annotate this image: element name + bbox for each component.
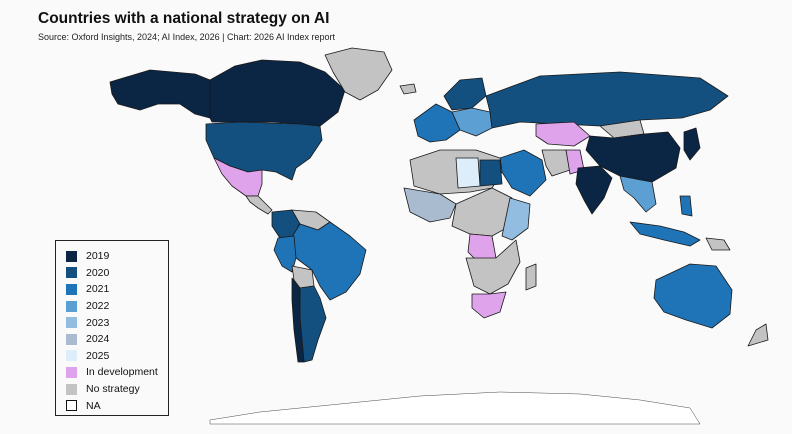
- legend-swatch-no-strategy: [66, 383, 77, 395]
- region-argentina: [299, 285, 327, 363]
- legend-item-in-development: In development: [66, 364, 168, 381]
- legend-item-2021: 2021: [66, 281, 168, 298]
- region-scandinavia: [443, 77, 487, 111]
- legend-swatch-2020: [66, 267, 77, 279]
- region-mexico: [213, 157, 263, 197]
- region-west-africa: [403, 187, 457, 223]
- region-central-america: [245, 195, 273, 215]
- region-southeast-asia: [619, 175, 657, 213]
- legend-label-2025: 2025: [86, 349, 110, 362]
- region-central-africa: [451, 187, 513, 237]
- legend-label-2019: 2019: [86, 250, 110, 263]
- legend-swatch-2024: [66, 333, 77, 345]
- region-new-zealand: [747, 323, 769, 347]
- legend: 2019 2020 2021 2022 2023 2024 2025 In de…: [55, 240, 169, 416]
- region-indonesia: [629, 221, 701, 247]
- legend-label-na: NA: [86, 399, 101, 412]
- region-central-asia: [535, 121, 591, 147]
- chart-subtitle: Source: Oxford Insights, 2024; AI Index,…: [38, 32, 336, 42]
- region-alaska: [109, 69, 211, 119]
- region-papua: [705, 237, 731, 251]
- region-philippines: [679, 195, 693, 217]
- region-greenland: [324, 47, 393, 101]
- region-iran: [541, 149, 571, 177]
- legend-swatch-2025: [66, 350, 77, 362]
- region-libya: [455, 157, 481, 189]
- legend-item-2024: 2024: [66, 331, 168, 348]
- region-antarctica: [209, 391, 701, 425]
- region-australia: [653, 263, 733, 329]
- legend-item-2025: 2025: [66, 348, 168, 365]
- region-europe-west: [413, 103, 461, 143]
- legend-swatch-2022: [66, 300, 77, 312]
- region-india: [575, 165, 613, 215]
- region-russia: [485, 71, 729, 129]
- region-south-africa: [471, 291, 507, 319]
- legend-label-2022: 2022: [86, 300, 110, 313]
- legend-label-2023: 2023: [86, 316, 110, 329]
- legend-item-2022: 2022: [66, 298, 168, 315]
- region-egypt: [479, 159, 503, 187]
- legend-swatch-2023: [66, 317, 77, 329]
- region-peru: [273, 235, 297, 273]
- region-chile: [291, 277, 305, 363]
- region-southern-africa: [465, 239, 521, 295]
- region-east-africa: [501, 197, 531, 241]
- chart-title: Countries with a national strategy on AI: [38, 10, 330, 27]
- legend-item-2023: 2023: [66, 314, 168, 331]
- legend-item-no-strategy: No strategy: [66, 381, 168, 398]
- legend-label-2021: 2021: [86, 283, 110, 296]
- legend-label-2024: 2024: [86, 333, 110, 346]
- legend-swatch-na: [66, 400, 77, 412]
- legend-label-in-development: In development: [86, 366, 158, 379]
- region-china: [585, 131, 681, 183]
- legend-item-2019: 2019: [66, 248, 168, 265]
- region-canada: [209, 59, 346, 127]
- legend-item-2020: 2020: [66, 265, 168, 282]
- legend-label-2020: 2020: [86, 266, 110, 279]
- region-japan: [683, 127, 701, 161]
- legend-item-na: NA: [66, 397, 168, 414]
- legend-swatch-2021: [66, 283, 77, 295]
- region-middle-east: [499, 149, 547, 197]
- region-iceland: [399, 83, 417, 95]
- legend-swatch-2019: [66, 250, 77, 262]
- legend-swatch-in-development: [66, 366, 77, 378]
- legend-label-no-strategy: No strategy: [86, 383, 140, 396]
- region-madagascar: [525, 263, 537, 291]
